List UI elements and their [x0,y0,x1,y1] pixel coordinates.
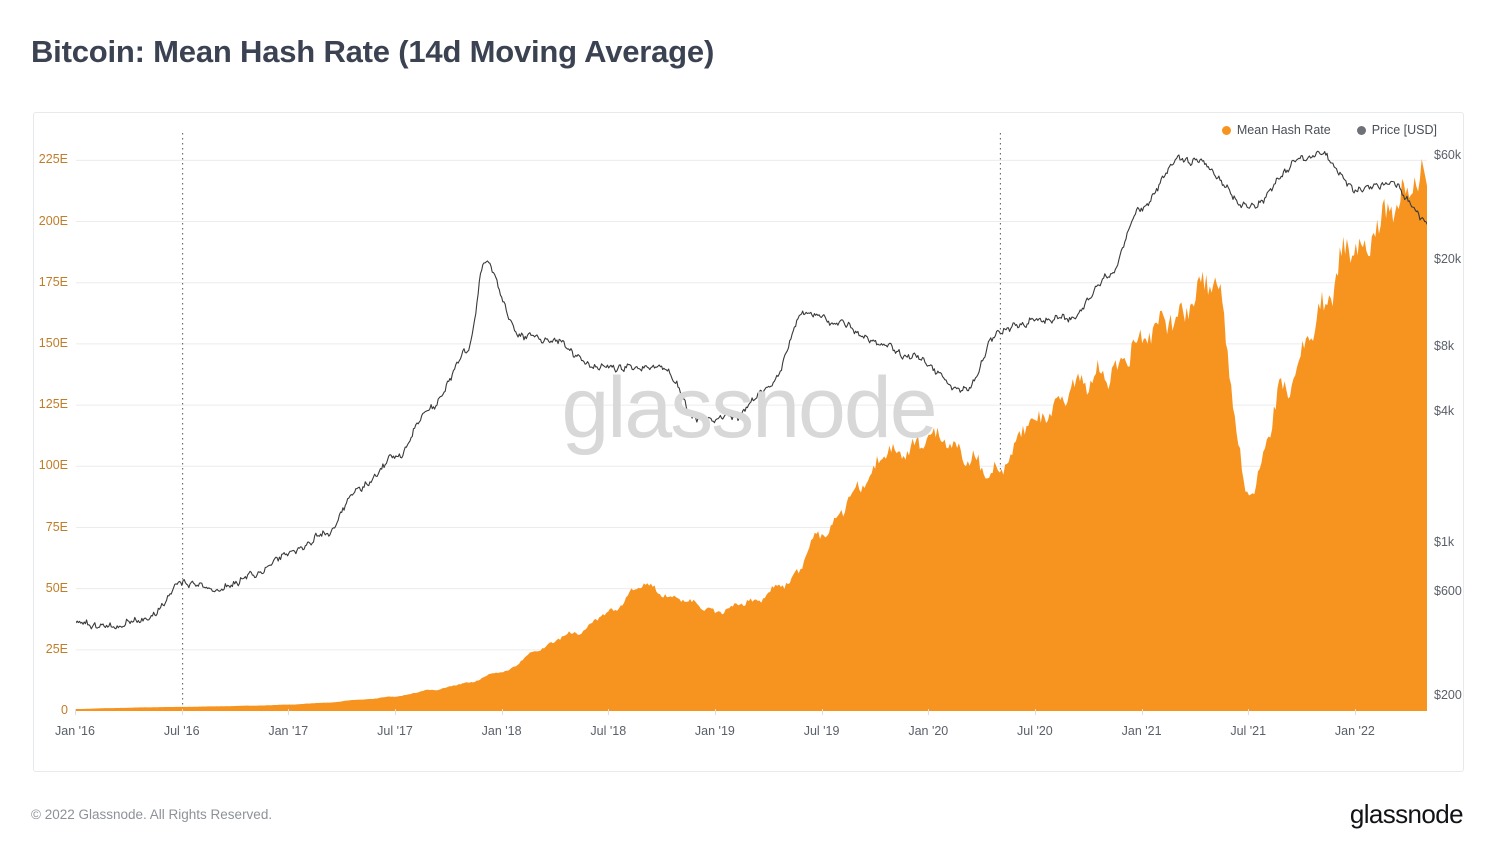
x-axis: Jan '16 Jul '16 Jan '17 Jul '17 Jan '18 Jul '… [0,709,1495,745]
x-axis-tick-mark [928,709,930,715]
x-axis-tick: Jul '19 [803,724,840,738]
x-axis-tick-mark [714,709,716,715]
hash-rate-area [76,158,1427,711]
x-axis-tick: Jul '18 [590,724,627,738]
legend-item-price[interactable]: Price [USD] [1356,123,1437,137]
x-axis-tick-mark [75,709,76,715]
glassnode-logo: glassnode [1349,799,1464,829]
y-axis-left-tick: 25E [45,641,68,656]
chart-legend: Mean Hash Rate Price [USD] [1221,123,1437,137]
x-axis-tick-mark [1248,709,1250,715]
x-axis-tick-mark [821,709,823,715]
y-axis-left-tick: 0 [61,702,68,717]
x-axis-tick-mark [395,709,396,715]
x-axis-tick: Jul '21 [1230,724,1267,738]
x-axis-tick: Jan '20 [908,724,949,738]
gray-dot-icon [1356,125,1366,135]
page-title: Bitcoin: Mean Hash Rate (14d Moving Aver… [31,34,715,69]
y-axis-right-tick: $4k [1434,403,1455,418]
y-axis-left-tick: 150E [38,335,68,350]
x-axis-tick: Jan '21 [1121,724,1162,738]
x-axis-tick: Jul '16 [163,724,200,738]
y-axis-left: 0 25E 50E 75E 100E 125E 150E 175E 200E 225E [0,130,68,716]
x-axis-tick-mark [288,709,290,715]
y-axis-left-tick: 125E [38,396,68,411]
x-axis-tick: Jan '19 [694,724,735,738]
plot-area [76,131,1427,711]
y-axis-left-tick: 50E [45,580,68,595]
x-axis-tick: Jan '16 [55,724,95,738]
orange-dot-icon [1221,125,1231,135]
y-axis-left-tick: 200E [38,213,68,228]
x-axis-tick-mark [1034,709,1036,715]
y-axis-right-tick: $600 [1434,583,1462,598]
y-axis-left-tick: 175E [38,274,68,289]
x-axis-tick: Jul '17 [377,724,413,738]
x-axis-tick-mark [1141,709,1143,715]
y-axis-left-tick: 225E [38,152,68,167]
x-axis-tick: Jul '20 [1017,724,1053,738]
y-axis-left-tick: 100E [38,458,68,473]
x-axis-tick-mark [608,709,610,715]
y-axis-right-tick: $20k [1434,251,1462,266]
x-axis-tick: Jan '22 [1334,724,1375,738]
legend-label-hash-rate: Mean Hash Rate [1236,123,1331,137]
y-axis-right-tick: $8k [1434,338,1455,353]
chart-card: Mean Hash Rate Price [USD] glassnode [33,112,1464,772]
legend-label-price: Price [USD] [1371,123,1437,137]
y-axis-right-tick: $200 [1434,687,1462,702]
price-line [76,150,1427,630]
y-axis-right-tick: $60k [1434,147,1462,162]
x-axis-tick: Jan '17 [268,724,309,738]
y-axis-left-tick: 75E [45,519,68,534]
y-axis-right: $200 $600 $1k $4k $8k $20k $60k [1434,130,1495,701]
footer-copyright: © 2022 Glassnode. All Rights Reserved. [31,807,273,822]
x-axis-tick-mark [501,709,503,715]
x-axis-tick-mark [181,709,183,715]
x-axis-tick-mark [1354,709,1356,715]
legend-item-hash-rate[interactable]: Mean Hash Rate [1221,123,1331,137]
plot-svg [76,131,1427,711]
y-axis-right-tick: $1k [1434,535,1455,550]
x-axis-tick: Jan '18 [481,724,522,738]
